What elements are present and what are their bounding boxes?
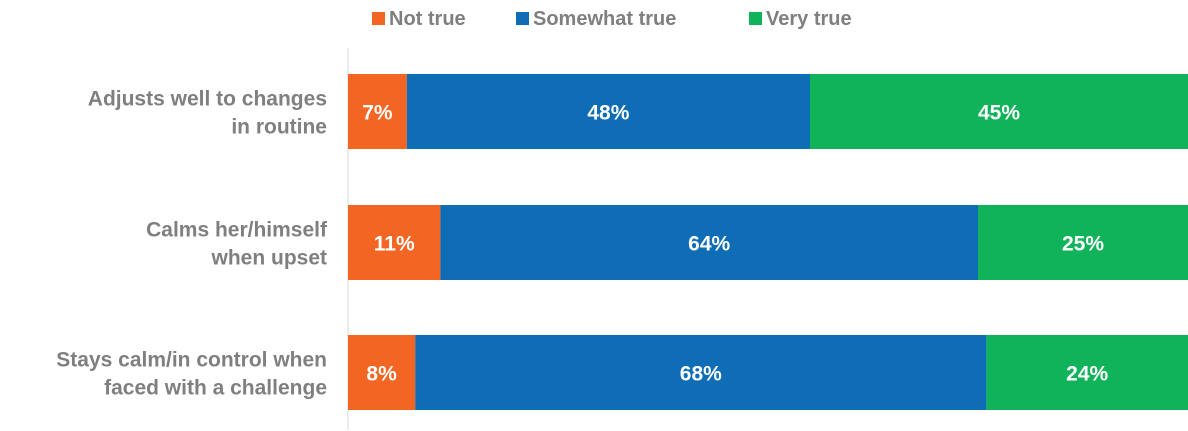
data-label-not-true-2: 8% [366, 363, 397, 386]
category-labels: Adjusts well to changes in routine Calms h… [56, 88, 328, 400]
legend-label-somewhat-true: Somewhat true [533, 8, 676, 30]
category-label-2: Stays calm/in control when faced with a c… [56, 349, 327, 400]
legend-swatch-very-true [749, 12, 762, 25]
bar-very-true-1 [978, 205, 1188, 280]
bar-somewhat-true-0 [406, 74, 810, 149]
category-label-line: when upset [210, 247, 327, 270]
bar-not-true-0 [348, 74, 407, 149]
legend: Not true Somewhat true Very true [372, 8, 852, 30]
data-label-somewhat-true-0: 48% [587, 102, 629, 125]
category-label-line: faced with a challenge [104, 377, 327, 400]
bar-very-true-2 [986, 335, 1188, 410]
legend-swatch-not-true [372, 12, 385, 25]
category-label-line: Calms her/himself [146, 219, 328, 242]
data-label-not-true-1: 11% [374, 233, 415, 256]
bars-group: 7% 48% 45% 11% 64% 25% 8% 68% 24% [348, 74, 1188, 410]
category-label-1: Calms her/himself when upset [146, 219, 328, 270]
bar-not-true-1 [348, 205, 441, 280]
category-label-0: Adjusts well to changes in routine [88, 88, 327, 139]
category-label-line: Adjusts well to changes [88, 88, 327, 111]
legend-label-not-true: Not true [389, 8, 466, 30]
category-label-line: Stays calm/in control when [56, 349, 327, 372]
legend-label-very-true: Very true [766, 8, 852, 30]
data-label-not-true-0: 7% [362, 102, 393, 125]
bar-very-true-0 [810, 74, 1188, 149]
data-label-very-true-0: 45% [978, 102, 1020, 125]
bar-somewhat-true-2 [415, 335, 987, 410]
data-label-very-true-2: 24% [1066, 363, 1108, 386]
data-label-somewhat-true-1: 64% [688, 233, 730, 256]
data-label-very-true-1: 25% [1062, 233, 1104, 256]
category-label-line: in routine [231, 116, 327, 139]
legend-swatch-somewhat-true [516, 12, 529, 25]
bar-not-true-2 [348, 335, 416, 410]
data-label-somewhat-true-2: 68% [680, 363, 722, 386]
bar-somewhat-true-1 [440, 205, 978, 280]
